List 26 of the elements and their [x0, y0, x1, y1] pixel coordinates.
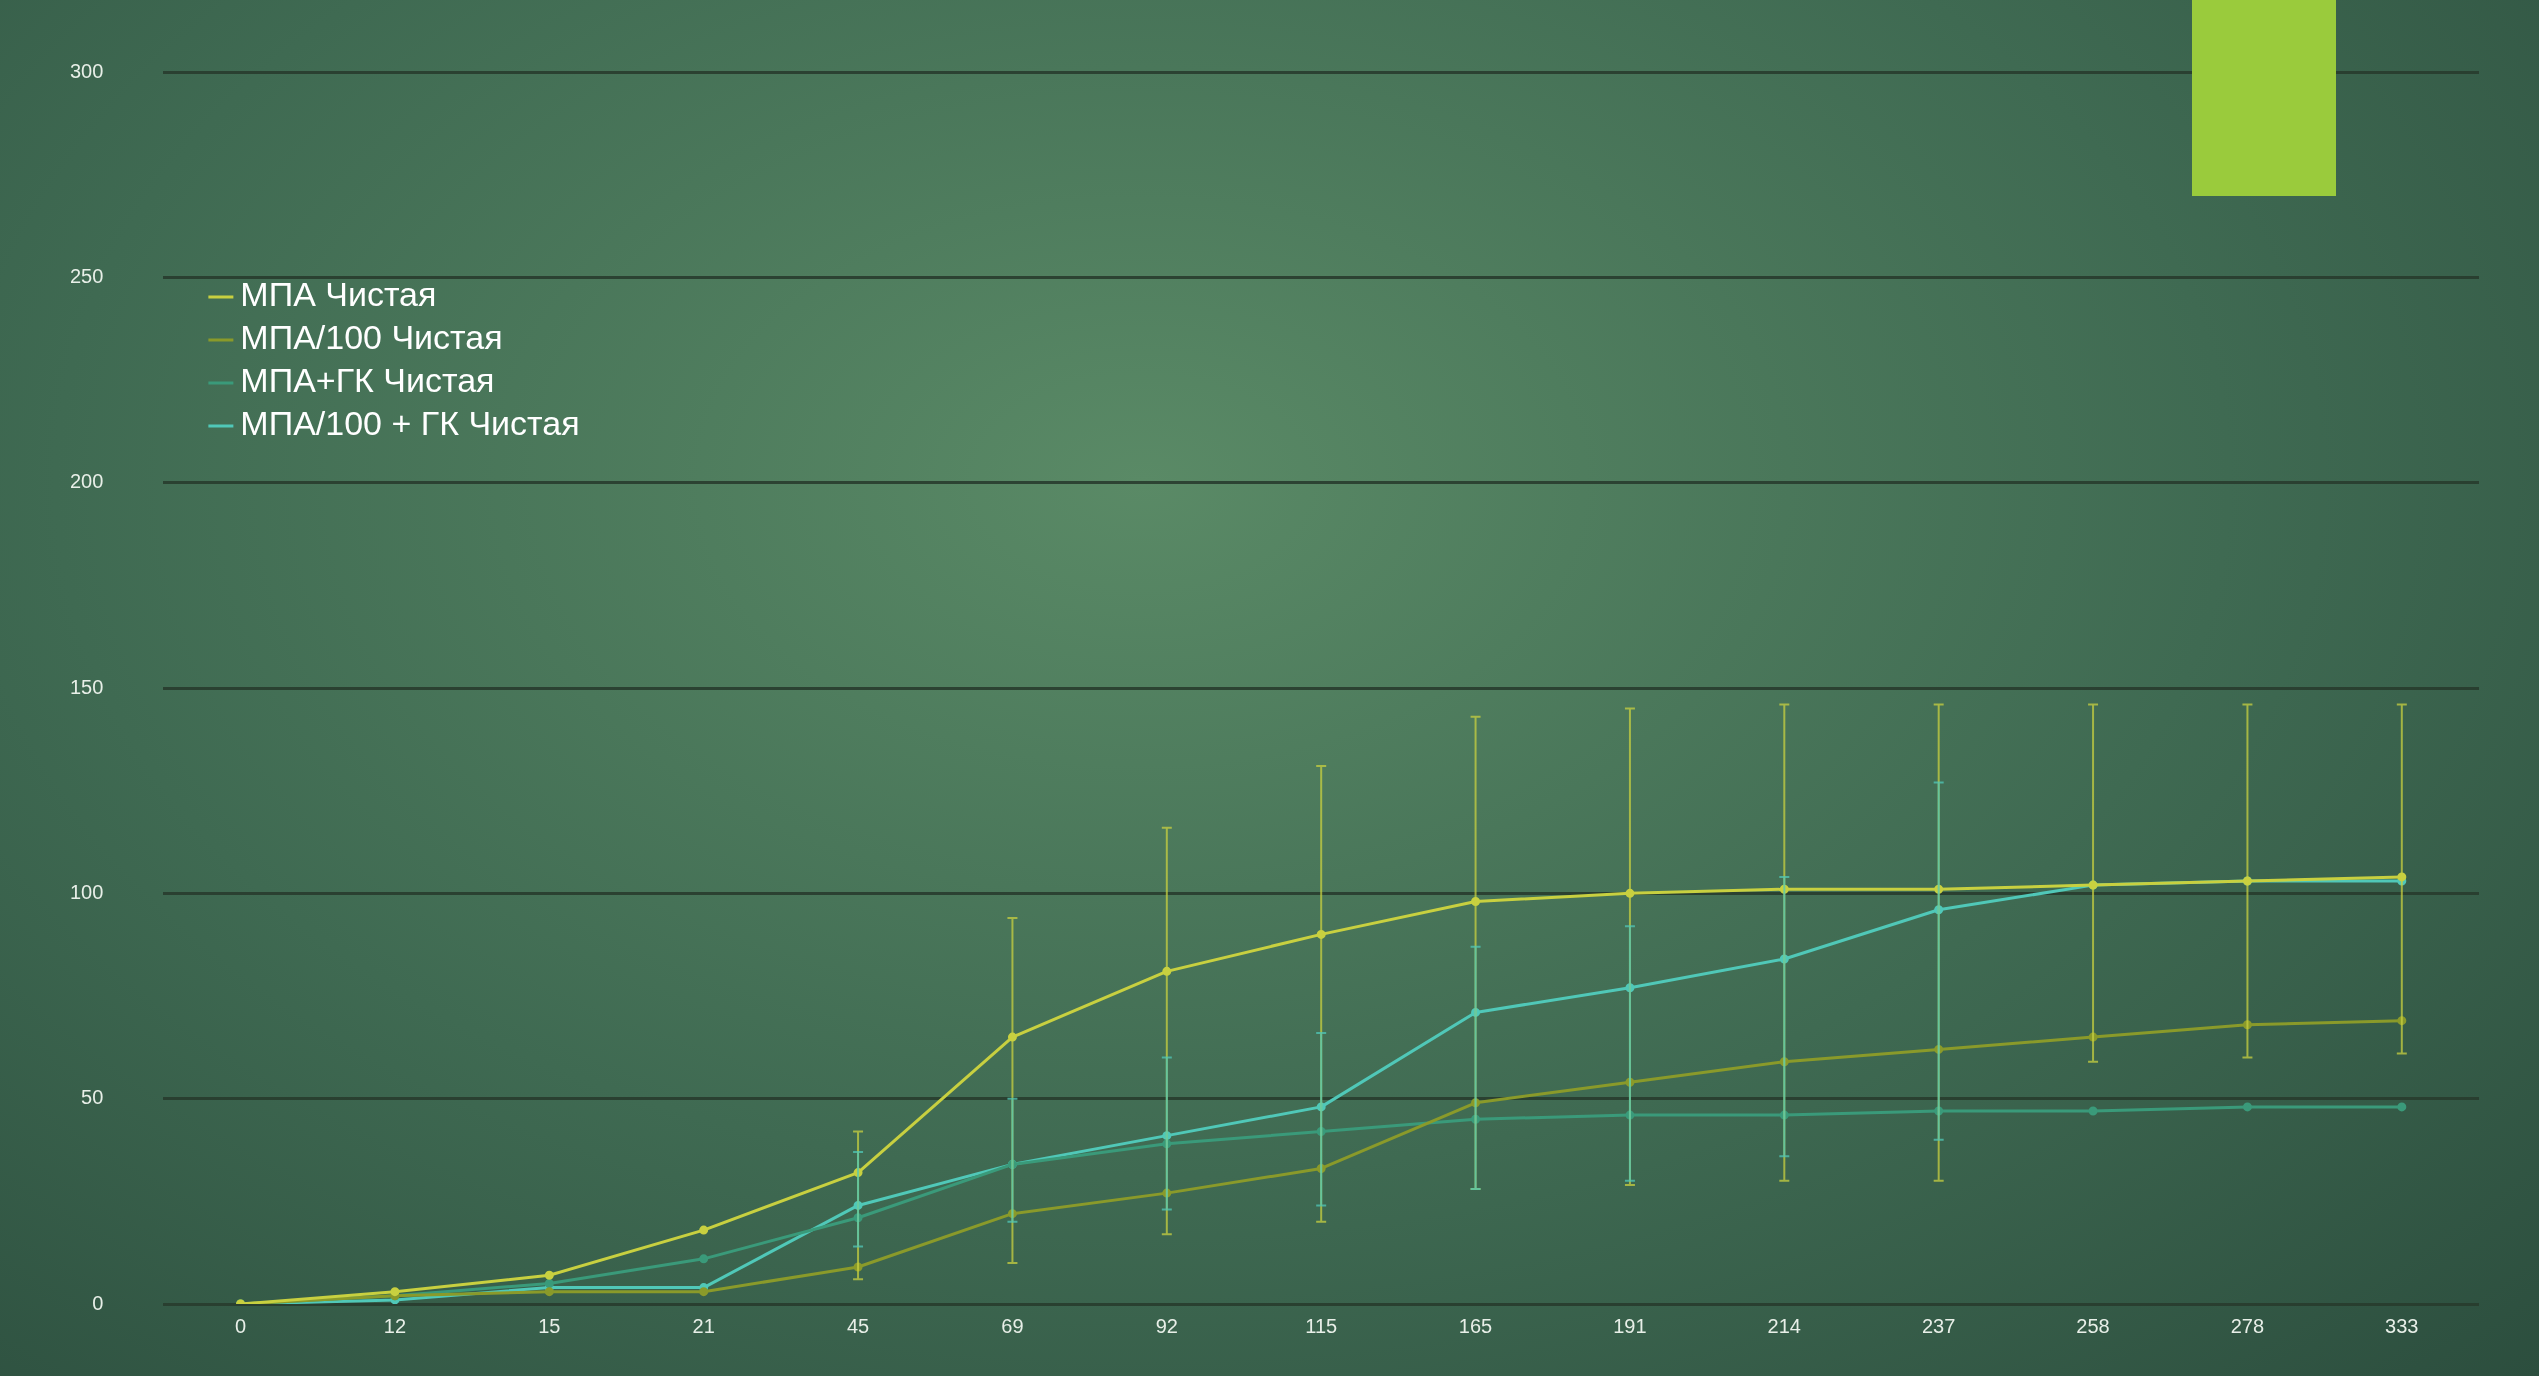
x-tick-label: 214	[1767, 1314, 1801, 1337]
x-tick-label: 165	[1458, 1314, 1493, 1337]
legend-label: МПА/100 + ГК Чистая	[240, 404, 580, 443]
x-tick-label: 45	[846, 1314, 870, 1337]
x-tick-label: 21	[692, 1314, 715, 1337]
x-tick-label: 15	[538, 1314, 561, 1337]
y-tick-label: 250	[69, 264, 104, 287]
legend-label: МПА+ГК Чистая	[240, 361, 495, 400]
x-tick-label: 191	[1613, 1314, 1647, 1337]
legend-label: МПА Чистая	[240, 275, 437, 314]
x-tick-label: 237	[1922, 1314, 1956, 1337]
x-tick-label: 333	[2385, 1314, 2419, 1337]
x-tick-label: 258	[2076, 1314, 2110, 1337]
x-tick-label: 92	[1155, 1314, 1178, 1337]
y-tick-label: 100	[69, 880, 104, 903]
y-tick-label: 50	[81, 1086, 104, 1109]
y-tick-label: 300	[69, 59, 104, 82]
x-tick-label: 0	[234, 1314, 247, 1337]
legend-label: МПА/100 Чистая	[240, 318, 503, 357]
y-tick-label: 150	[69, 675, 104, 698]
y-tick-label: 0	[92, 1291, 104, 1314]
x-tick-label: 278	[2230, 1314, 2265, 1337]
x-tick-label: 69	[1001, 1314, 1024, 1337]
y-tick-label: 200	[69, 470, 104, 493]
x-tick-label: 12	[383, 1314, 407, 1337]
x-tick-label: 115	[1305, 1314, 1338, 1337]
